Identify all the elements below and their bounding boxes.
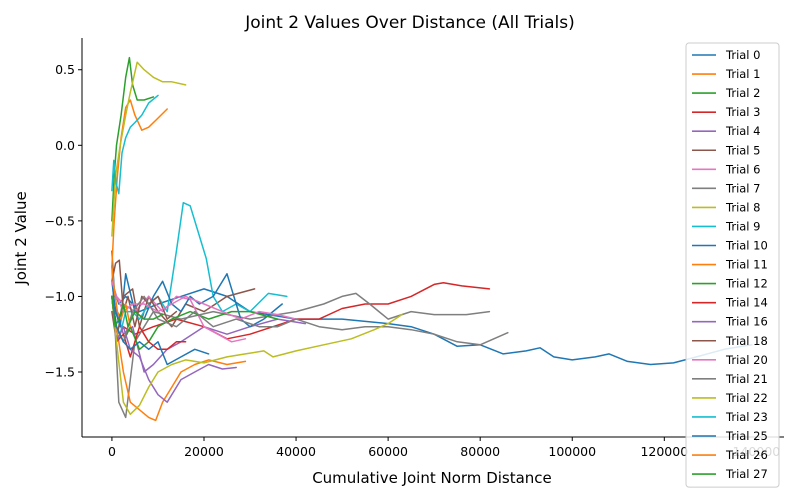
legend-entry: Trial 4 (725, 124, 760, 138)
series-line-19 (111, 94, 159, 195)
legend-box (685, 42, 780, 488)
legend-entry: Trial 0 (725, 48, 760, 62)
y-tick-label: 0.5 (55, 62, 75, 77)
y-tick-label: 0.0 (55, 138, 75, 153)
legend: Trial 0 Trial 1 Trial 2 Trial 3 Trial 4 Trial… (685, 42, 780, 488)
series-line-22 (111, 295, 164, 328)
legend-entry: Trial 25 (725, 429, 768, 443)
legend-entry: Trial 22 (725, 391, 768, 405)
legend-entry: Trial 7 (725, 181, 760, 195)
legend-entry: Trial 11 (725, 258, 768, 272)
series-line-18 (111, 295, 403, 416)
series-line-17 (111, 295, 509, 346)
legend-entry: Trial 5 (725, 143, 760, 157)
legend-entry: Trial 23 (725, 410, 768, 424)
plot-lines (111, 56, 753, 422)
legend-entry: Trial 21 (725, 372, 768, 386)
series-line-7 (111, 265, 491, 419)
legend-entry: Trial 3 (725, 105, 760, 119)
x-tick-label: 60000 (368, 444, 408, 459)
y-axis-label: Joint 2 Value (12, 191, 30, 285)
legend-entry: Trial 18 (725, 334, 768, 348)
x-tick-label: 100000 (548, 444, 596, 459)
x-tick-label: 40000 (276, 444, 316, 459)
y-tick-label: −1.0 (45, 289, 75, 304)
series-line-20 (111, 295, 210, 366)
series-line-14 (111, 295, 237, 403)
series-line-2 (111, 56, 155, 222)
x-tick-label: 20000 (184, 444, 224, 459)
series-line-8 (111, 61, 187, 237)
legend-entry: Trial 10 (725, 239, 768, 253)
x-axis-label: Cumulative Joint Norm Distance (312, 469, 552, 487)
series-line-11 (111, 295, 247, 422)
legend-entry: Trial 2 (725, 86, 760, 100)
axes: 020000400006000080000100000120000140000−… (45, 38, 784, 459)
x-tick-label: 80000 (460, 444, 500, 459)
legend-entry: Trial 9 (725, 219, 760, 233)
series-line-13 (111, 295, 187, 358)
legend-entry: Trial 27 (725, 467, 768, 481)
y-tick-label: −0.5 (45, 213, 75, 228)
legend-entry: Trial 14 (725, 296, 768, 310)
x-tick-label: 120000 (640, 444, 688, 459)
legend-entry: Trial 20 (725, 353, 768, 367)
y-tick-label: −1.5 (45, 365, 75, 380)
legend-entry: Trial 6 (725, 162, 760, 176)
legend-entry: Trial 12 (725, 277, 768, 291)
series-line-15 (111, 259, 178, 328)
legend-entry: Trial 8 (725, 200, 760, 214)
series-line-1 (111, 99, 168, 267)
legend-entry: Trial 16 (725, 315, 768, 329)
legend-entry: Trial 1 (725, 67, 760, 81)
legend-entry: Trial 26 (725, 448, 768, 462)
x-tick-label: 0 (108, 444, 116, 459)
chart-title: Joint 2 Values Over Distance (All Trials… (244, 13, 575, 33)
